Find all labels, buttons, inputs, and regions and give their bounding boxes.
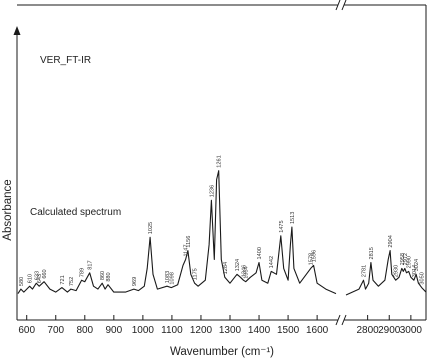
calculated-spectrum-line xyxy=(345,250,427,296)
calculated-peak-label: 2990 xyxy=(407,256,413,268)
calculated-peak-label: 2781 xyxy=(362,265,368,277)
calculated-peak-label: 2972 xyxy=(403,253,409,265)
x-tick-label: 800 xyxy=(76,325,93,336)
calculated-peak-label: 1346 xyxy=(241,265,247,277)
calculated-peak-label: 1156 xyxy=(186,236,192,248)
calculated-peak-label: 1578 xyxy=(309,253,315,265)
x-tick-label: 2800 xyxy=(356,325,379,336)
x-tick-label: 700 xyxy=(47,325,64,336)
y-axis-arrow xyxy=(13,26,21,35)
x-axis: 600 700 800 900 1000 1100 1200 1300 1400 1500 1600… xyxy=(18,315,422,336)
x-tick-label: 1200 xyxy=(190,325,213,336)
calculated-peak-label: 2904 xyxy=(388,235,394,247)
series-labels: VER_FT-IR Calculated spectrum xyxy=(30,55,121,218)
x-tick-label: 900 xyxy=(105,325,122,336)
calculated-peak-label: 3024 xyxy=(414,259,420,271)
axis-break-mark xyxy=(335,0,341,11)
y-axis-label: Absorbance xyxy=(2,179,14,240)
calculated-peak-label: 1475 xyxy=(279,220,285,232)
calculated-peak-label: 2815 xyxy=(369,247,375,259)
calculated-peak-label: 580 xyxy=(19,277,25,286)
x-tick-label: 3000 xyxy=(400,325,423,336)
calculated-peak-label: 880 xyxy=(106,272,112,281)
series-label-calculated: Calculated spectrum xyxy=(30,207,121,218)
x-tick-label: 2900 xyxy=(378,325,401,336)
calculated-peak-label: 3014 xyxy=(412,265,418,277)
spectra xyxy=(17,170,427,296)
calculated-peak-label: 3050 xyxy=(420,272,426,284)
plot-frame xyxy=(16,0,427,326)
x-tick-label: 1400 xyxy=(248,325,271,336)
series-label-ftir: VER_FT-IR xyxy=(40,55,91,66)
calculated-peak-label: 969 xyxy=(132,277,138,286)
x-tick-label: 1100 xyxy=(161,325,183,336)
calculated-peak-label: 1025 xyxy=(148,222,154,234)
calculated-peak-label: 1175 xyxy=(193,268,199,280)
calculated-peak-label: 860 xyxy=(100,271,106,280)
calculated-peak-label: 633 xyxy=(34,271,40,280)
calculated-peak-label: 1596 xyxy=(312,250,318,262)
x-tick-label: 1500 xyxy=(277,325,300,336)
calculated-peak-label: 1400 xyxy=(257,247,263,259)
axis-break-mark xyxy=(335,314,341,326)
calculated-peak-label: 660 xyxy=(42,269,48,278)
calculated-peak-label: 1236 xyxy=(209,185,215,197)
x-axis-label: Wavenumber (cm⁻¹) xyxy=(170,346,274,358)
calculated-peak-label: 817 xyxy=(88,260,94,269)
x-tick-label: 1300 xyxy=(219,325,242,336)
calculated-peak-label: 1098 xyxy=(169,272,175,284)
calculated-peak-label: 2958 xyxy=(400,253,406,265)
calculated-peak-label: 752 xyxy=(69,277,75,286)
calculated-peak-label: 789 xyxy=(80,268,86,277)
x-tick-label: 1600 xyxy=(306,325,329,336)
calculated-peak-label: 2930 xyxy=(394,265,400,277)
calculated-peak-label: 643 xyxy=(37,274,43,283)
axis-break-mark xyxy=(341,0,347,11)
calculated-peak-label: 1284 xyxy=(223,262,229,274)
calculated-peak-label: 1513 xyxy=(290,212,296,224)
calculated-peak-label: 721 xyxy=(60,275,66,284)
calculated-peak-label: 1354 xyxy=(244,266,250,278)
axis-break-mark xyxy=(341,314,347,326)
calculated-spectrum-line xyxy=(17,170,337,295)
calculated-peak-label: 1442 xyxy=(269,256,275,268)
calculated-peak-label: 1261 xyxy=(217,155,223,167)
calculated-peak-label: 1147 xyxy=(184,245,190,257)
peak-labels: 5926016366837507698108178528628949149451… xyxy=(19,155,426,286)
x-tick-label: 600 xyxy=(18,325,35,336)
x-tick-label: 1000 xyxy=(132,325,155,336)
calculated-peak-label: 1083 xyxy=(165,271,171,283)
y-axis-arrow-head xyxy=(13,26,21,35)
calculated-peak-label: 1324 xyxy=(235,259,241,271)
calculated-peak-label: 610 xyxy=(28,274,34,283)
